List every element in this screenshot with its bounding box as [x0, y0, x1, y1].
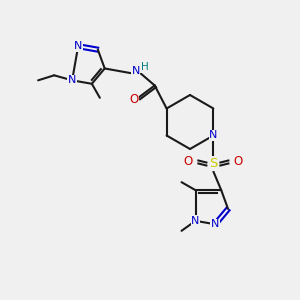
Text: N: N — [74, 41, 82, 51]
Text: S: S — [209, 157, 218, 170]
Text: O: O — [234, 155, 243, 168]
Text: N: N — [68, 75, 76, 85]
Text: N: N — [131, 67, 140, 76]
Text: O: O — [184, 155, 193, 168]
Text: O: O — [129, 93, 138, 106]
Text: N: N — [209, 130, 218, 140]
Text: H: H — [141, 62, 148, 73]
Text: N: N — [191, 216, 200, 226]
Text: N: N — [211, 219, 219, 229]
